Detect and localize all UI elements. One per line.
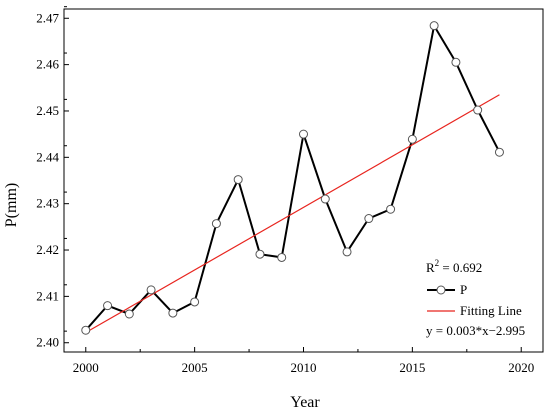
y-tick-label: 2.44 [36,149,59,164]
y-tick-label: 2.46 [36,57,59,72]
legend-p-marker [436,285,446,295]
data-point-marker [277,252,287,262]
y-tick-label: 2.40 [36,335,59,350]
data-point-marker [233,175,243,185]
data-point-marker [255,249,265,259]
data-point-marker [299,129,308,139]
data-point-marker [407,134,417,144]
x-axis-ticks: 2000 2005 2010 2015 2020 [73,347,534,375]
x-tick-label: 2010 [291,360,317,375]
x-tick-label: 2000 [73,360,99,375]
legend: R2 = 0.692 P Fitting Line y = 0.003*x−2.… [426,258,525,338]
legend-fit-label: Fitting Line [460,303,522,318]
y-tick-label: 2.45 [36,103,59,118]
data-point-marker [429,21,439,31]
data-point-marker [81,325,91,335]
y-tick-label: 2.43 [36,196,59,211]
plot-frame [63,8,544,353]
data-point-marker [342,247,352,257]
data-point-marker [320,194,330,204]
data-point-marker [190,297,200,307]
data-point-marker [103,301,113,311]
y-tick-label: 2.42 [36,242,59,257]
y-axis-label: P(mm) [3,183,20,227]
data-point-marker [146,285,156,295]
series-layer [81,21,504,335]
data-point-marker [168,308,178,318]
y-tick-label: 2.41 [36,288,59,303]
data-point-marker [451,57,461,67]
data-point-marker [364,214,374,224]
data-point-marker [473,105,483,115]
x-axis-label: Year [290,394,320,411]
x-tick-label: 2005 [182,360,208,375]
fitting-line [85,94,500,334]
data-point-marker [494,147,504,157]
data-point-marker [211,219,221,229]
y-tick-label: 2.47 [36,10,59,25]
data-point-marker [124,309,134,319]
equation-annotation: y = 0.003*x−2.995 [426,323,525,338]
x-tick-label: 2020 [508,360,534,375]
data-point-marker [386,204,396,214]
y-axis-ticks: 2.40 2.41 2.42 2.43 2.44 2.45 2.46 2.47 [36,6,69,350]
series-p-line [85,24,501,331]
legend-p-label: P [460,282,467,297]
x-tick-label: 2015 [399,360,425,375]
r-squared-annotation: R2 = 0.692 [426,258,482,275]
